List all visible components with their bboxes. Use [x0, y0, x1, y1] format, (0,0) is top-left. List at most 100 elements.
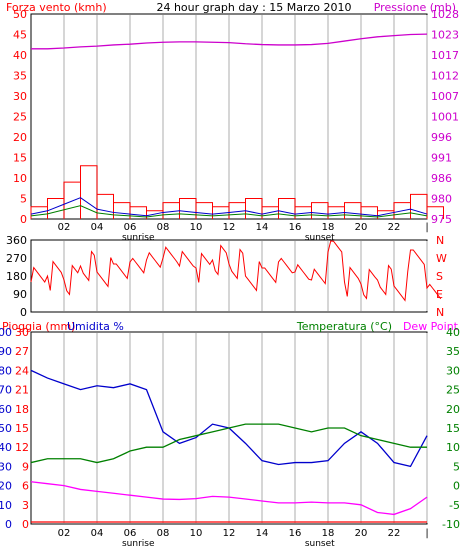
direction-tick-label: 270 [6, 252, 27, 265]
x-tick-label: 10 [190, 528, 203, 539]
x-tick-label: 10 [190, 222, 203, 233]
compass-tick-label: E [436, 288, 443, 301]
rain-tick-label: 6 [22, 480, 29, 493]
rain-tick-label: 27 [15, 345, 29, 358]
rain-tick-label: 9 [22, 460, 29, 473]
x-tick-label: 02 [58, 528, 71, 539]
humidity-tick-label: 90 [0, 345, 12, 358]
wind-tick-label: 25 [13, 111, 27, 124]
humidity-tick-label: 60 [0, 403, 12, 416]
temperature-series [30, 423, 427, 464]
compass-tick-label: N [436, 234, 444, 247]
x-tick-label: 08 [157, 528, 170, 539]
x-tick-label: 18 [322, 222, 335, 233]
pressure-tick-label: 986 [431, 172, 452, 185]
humidity-tick-label: 0 [5, 518, 12, 531]
temperature-axis-label: Temperatura (°C) [296, 320, 392, 333]
sunrise-label: sunrise [122, 539, 155, 549]
temperature-tick-label: 20 [446, 403, 460, 416]
wind-tick-label: 0 [20, 213, 27, 226]
dew-point-axis-label: Dew Point [403, 320, 459, 333]
pressure-tick-label: 1017 [431, 49, 459, 62]
humidity-tick-label: 20 [0, 480, 12, 493]
humidity-axis-label: Umidita % [67, 320, 124, 333]
wind-tick-label: 30 [13, 90, 27, 103]
direction-tick-label: 180 [6, 270, 27, 283]
rain-tick-label: 15 [15, 422, 29, 435]
sunset-label: sunset [305, 233, 335, 243]
x-tick-label: | [425, 222, 428, 233]
temperature-tick-label: 30 [446, 364, 460, 377]
pressure-tick-label: 1012 [431, 70, 459, 83]
wind-direction-series [30, 240, 442, 302]
x-tick-label: 20 [355, 528, 368, 539]
direction-tick-label: 360 [6, 234, 27, 247]
rain-axis-label: Pioggia (mm) [2, 320, 75, 333]
direction-tick-label: 0 [20, 306, 27, 319]
wind-gust-green-series [30, 205, 428, 218]
pressure-tick-label: 1028 [431, 8, 459, 21]
temperature-tick-label: -5 [449, 499, 460, 512]
wind-tick-label: 5 [20, 193, 27, 206]
pressure-tick-label: 991 [431, 152, 452, 165]
pressure-tick-label: 1001 [431, 111, 459, 124]
humidity-tick-label: 100 [0, 326, 12, 339]
direction-tick-label: 90 [13, 288, 27, 301]
wind-tick-label: 20 [13, 131, 27, 144]
rain-tick-label: 21 [15, 384, 29, 397]
x-tick-label: 14 [256, 222, 269, 233]
wind-tick-label: 50 [13, 8, 27, 21]
pressure-axis-label: Pressione (mb) [374, 1, 456, 14]
temperature-tick-label: 40 [446, 326, 460, 339]
x-tick-label: 12 [223, 222, 236, 233]
x-tick-label: 04 [91, 222, 104, 233]
x-tick-label: | [425, 528, 428, 539]
rain-tick-label: 12 [15, 441, 29, 454]
x-tick-label: 12 [223, 528, 236, 539]
wind-tick-label: 40 [13, 49, 27, 62]
dew-point-series [30, 481, 428, 516]
x-tick-label: 02 [58, 222, 71, 233]
x-tick-label: 14 [256, 528, 269, 539]
rain-tick-label: 3 [22, 499, 29, 512]
temperature-tick-label: 5 [453, 460, 460, 473]
humidity-tick-label: 50 [0, 422, 12, 435]
compass-tick-label: W [436, 252, 447, 265]
humidity-tick-label: 10 [0, 499, 12, 512]
wind-tick-label: 10 [13, 172, 27, 185]
humidity-tick-label: 80 [0, 364, 12, 377]
sunset-label: sunset [305, 539, 335, 549]
x-tick-label: 04 [91, 528, 104, 539]
pressure-tick-label: 1007 [431, 90, 459, 103]
temperature-tick-label: 25 [446, 384, 460, 397]
x-tick-label: 06 [124, 222, 137, 233]
pressure-tick-label: 980 [431, 193, 452, 206]
wind-axis-label: Forza vento (kmh) [6, 1, 107, 14]
x-tick-label: 22 [388, 222, 401, 233]
wind-tick-label: 45 [13, 29, 27, 42]
x-tick-label: 20 [355, 222, 368, 233]
wind-gust-blue-series [30, 197, 428, 217]
x-tick-label: 06 [124, 528, 137, 539]
compass-tick-label: S [436, 270, 443, 283]
pressure-series [31, 33, 428, 50]
wind-speed-series [30, 165, 444, 219]
temperature-tick-label: 15 [446, 422, 460, 435]
pressure-tick-label: 996 [431, 131, 452, 144]
temperature-tick-label: 0 [453, 480, 460, 493]
temperature-tick-label: 35 [446, 345, 460, 358]
rain-tick-label: 18 [15, 403, 29, 416]
wind-tick-label: 15 [13, 152, 27, 165]
x-tick-label: 16 [289, 528, 302, 539]
chart-title: 24 hour graph day : 15 Marzo 2010 [156, 1, 351, 14]
sunrise-label: sunrise [122, 233, 155, 243]
humidity-tick-label: 40 [0, 441, 12, 454]
wind-tick-label: 35 [13, 70, 27, 83]
temperature-tick-label: -10 [442, 518, 460, 531]
x-tick-label: 16 [289, 222, 302, 233]
pressure-tick-label: 975 [431, 213, 452, 226]
compass-tick-label: N [436, 306, 444, 319]
rain-tick-label: 30 [15, 326, 29, 339]
temperature-tick-label: 10 [446, 441, 460, 454]
